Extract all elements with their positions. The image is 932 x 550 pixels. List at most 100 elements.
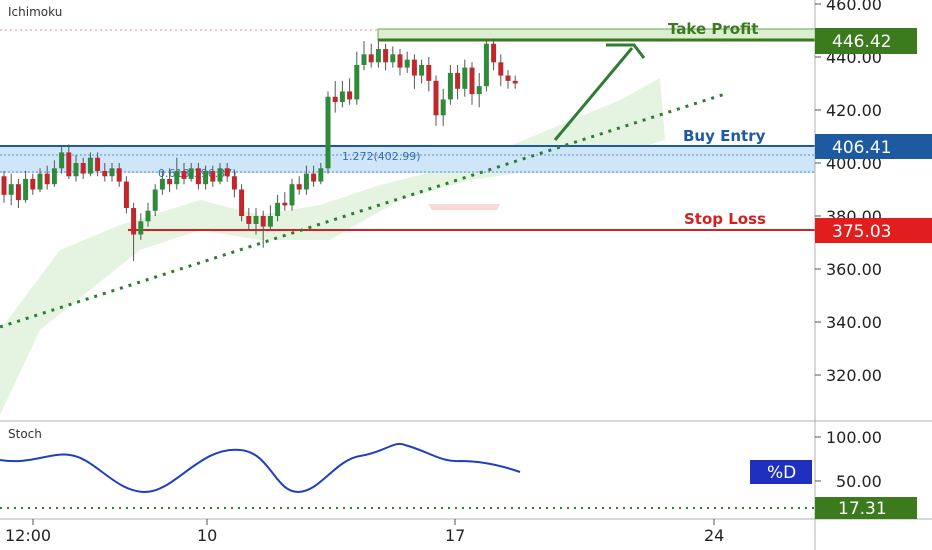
candle-body — [491, 43, 497, 63]
candle-body — [159, 178, 165, 190]
candle-body — [195, 168, 201, 185]
price-tick-label: 420.00 — [826, 101, 882, 120]
fib-1272-label: 1.272(402.99) — [342, 150, 421, 163]
buy-entry-badge — [815, 134, 932, 159]
candle-body — [131, 208, 137, 235]
stoch-pane-title: Stoch — [8, 427, 42, 441]
candle-body — [210, 170, 216, 182]
candle-body — [296, 184, 302, 190]
candle-body — [483, 43, 489, 87]
stoch-value-badge — [815, 497, 917, 519]
take-profit-value: 446.42 — [832, 32, 891, 52]
candle-body — [419, 64, 425, 76]
candle-body — [311, 173, 317, 182]
candle-body — [318, 168, 324, 182]
candle-body — [239, 189, 245, 216]
main-pane-title: Ichimoku — [8, 5, 62, 19]
take-profit-label: Take Profit — [668, 20, 758, 38]
candle-body — [1, 176, 7, 195]
stoch-tick: 100.00 — [826, 428, 882, 447]
candle-body — [217, 168, 223, 182]
candle-body — [303, 173, 309, 190]
stop-loss-badge — [815, 218, 932, 243]
target-arrow — [553, 43, 646, 141]
candle-body — [123, 181, 129, 209]
candle-body — [167, 178, 173, 185]
candle-body — [455, 72, 461, 89]
candle-body — [404, 59, 410, 68]
candle-body — [260, 216, 266, 227]
candle-body — [375, 49, 381, 63]
time-axis: 12:00 10 17 24 — [5, 519, 724, 545]
candle-body — [44, 173, 50, 185]
take-profit-badge — [815, 28, 917, 54]
candle-body — [15, 184, 21, 201]
candle-body — [181, 170, 187, 179]
candle-body — [145, 210, 151, 222]
stoch-tick: 50.00 — [836, 472, 882, 491]
trendline — [0, 92, 726, 329]
buy-entry-zone — [0, 146, 815, 173]
stoch-series-name: %D — [767, 463, 796, 483]
price-tick-label: 340.00 — [826, 313, 882, 332]
time-tick: 10 — [197, 526, 217, 545]
price-tick-label: 460.00 — [826, 0, 882, 14]
candle-body — [203, 170, 209, 185]
candle-body — [152, 189, 158, 211]
buy-entry-label: Buy Entry — [683, 127, 766, 145]
candle-body — [505, 75, 511, 81]
candle-body — [231, 176, 237, 190]
candle-body — [246, 216, 252, 224]
candle-body — [282, 202, 288, 206]
candle-body — [411, 59, 417, 76]
candle-body — [188, 168, 194, 179]
candle-body — [267, 216, 273, 227]
candle-body — [289, 184, 295, 206]
candle-body — [440, 99, 446, 116]
candle-body — [476, 86, 482, 95]
candle-body — [138, 221, 144, 235]
price-tick-label: 360.00 — [826, 260, 882, 279]
candle-body — [66, 152, 72, 177]
candle-body — [95, 157, 101, 171]
candle-body — [339, 91, 345, 103]
candle-body — [390, 54, 396, 63]
candle-body — [469, 67, 475, 95]
candle-body — [426, 64, 432, 81]
candle-body — [397, 54, 403, 68]
time-tick: 17 — [445, 526, 465, 545]
candle-body — [87, 157, 93, 174]
candle-body — [109, 168, 115, 177]
candle-body — [8, 184, 14, 195]
candle-body — [80, 163, 86, 174]
candle-body — [383, 49, 389, 63]
candle-body — [275, 202, 281, 216]
candle-body — [433, 80, 439, 116]
candle-body — [102, 170, 108, 177]
stop-loss-label: Stop Loss — [684, 210, 766, 228]
stoch-series-badge — [750, 460, 812, 484]
price-tick-label: 320.00 — [826, 366, 882, 385]
red-cloud-segment — [428, 204, 500, 210]
stoch-d-line — [0, 442, 521, 494]
candle-body — [462, 67, 468, 89]
candle-body — [174, 170, 180, 185]
price-axis: 460.00440.00420.00400.00380.00360.00340.… — [815, 0, 882, 385]
stoch-value: 17.31 — [838, 499, 887, 519]
buy-entry-value: 406.41 — [832, 138, 891, 158]
candle-body — [361, 54, 367, 65]
candle-body — [447, 72, 453, 100]
time-tick: 24 — [704, 526, 724, 545]
candle-body — [59, 152, 65, 169]
candle-body — [498, 62, 504, 76]
stop-loss-value: 375.03 — [832, 222, 891, 242]
candles — [1, 38, 518, 262]
candle-body — [23, 178, 29, 201]
stoch-axis: 100.00 50.00 — [815, 428, 882, 491]
candle-body — [116, 168, 122, 182]
candle-body — [368, 54, 374, 63]
time-tick: 12:00 — [5, 526, 51, 545]
candle-body — [332, 96, 338, 103]
candle-body — [37, 173, 43, 190]
